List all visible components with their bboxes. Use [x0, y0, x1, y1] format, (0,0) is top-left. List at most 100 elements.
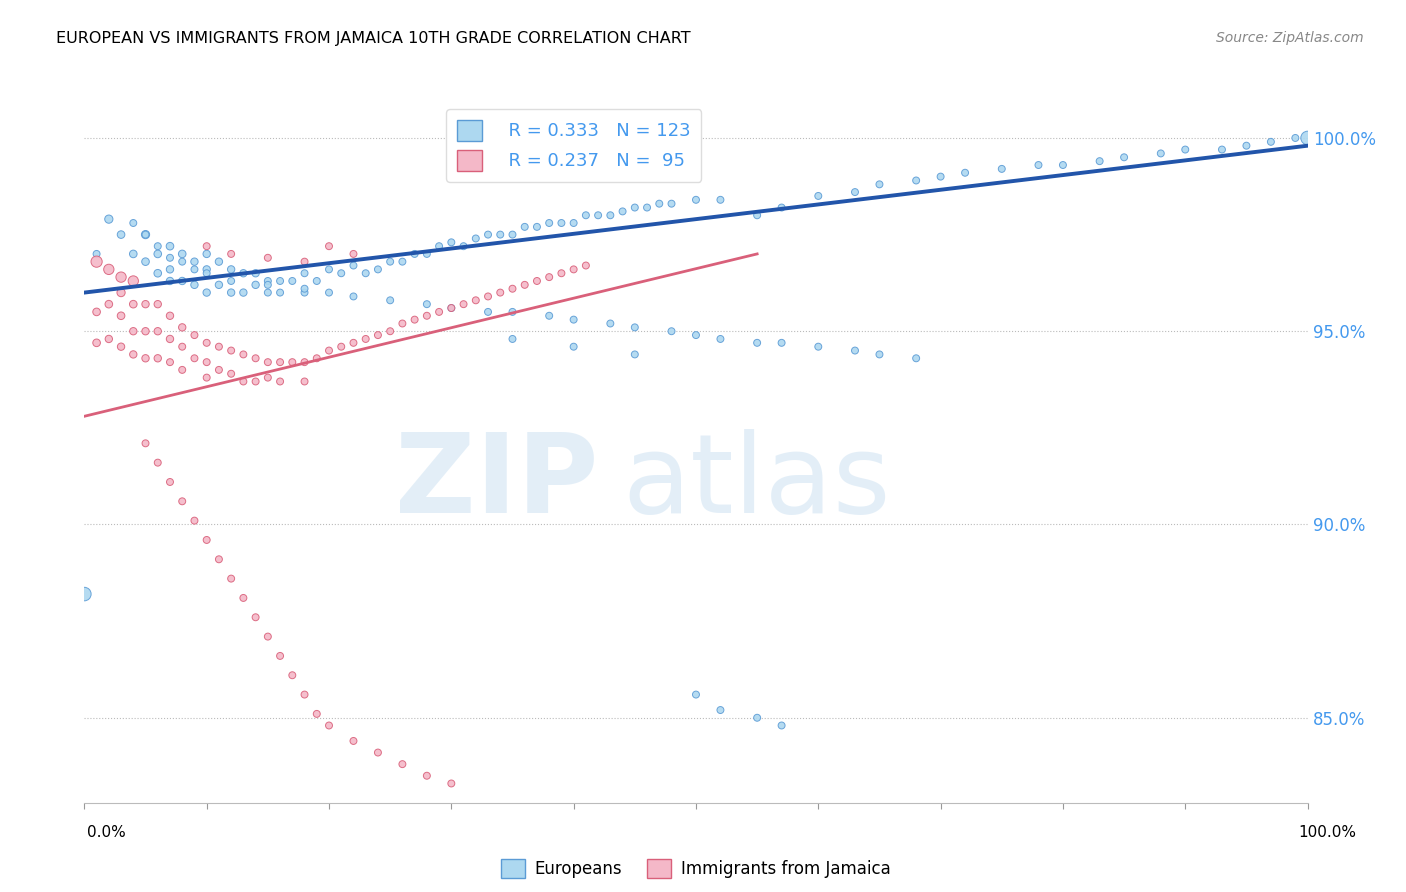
Text: ZIP: ZIP [395, 429, 598, 536]
Point [208, 340, 231, 354]
Point [453, 239, 475, 253]
Point [502, 332, 524, 346]
Point [172, 363, 194, 377]
Point [172, 254, 194, 268]
Point [208, 254, 231, 268]
Point [208, 277, 231, 292]
Point [538, 216, 561, 230]
Point [245, 266, 267, 280]
Point [1260, 135, 1282, 149]
Point [195, 262, 218, 277]
Point [294, 375, 316, 389]
Point [685, 193, 707, 207]
Point [245, 375, 267, 389]
Point [86, 335, 108, 350]
Point [586, 208, 609, 222]
Point [73, 587, 96, 601]
Point [172, 320, 194, 334]
Point [550, 216, 572, 230]
Point [195, 247, 218, 261]
Point [354, 266, 377, 280]
Point [1052, 158, 1074, 172]
Point [159, 239, 181, 253]
Point [342, 734, 364, 748]
Point [648, 196, 671, 211]
Point [183, 277, 205, 292]
Point [404, 312, 426, 326]
Point [477, 305, 499, 319]
Point [135, 227, 157, 242]
Point [869, 178, 891, 192]
Point [747, 335, 769, 350]
Point [513, 219, 536, 234]
Point [747, 208, 769, 222]
Point [305, 274, 328, 288]
Point [367, 746, 389, 760]
Point [232, 266, 254, 280]
Point [183, 262, 205, 277]
Point [770, 718, 793, 732]
Point [869, 347, 891, 361]
Point [1088, 154, 1111, 169]
Point [318, 343, 340, 358]
Point [305, 706, 328, 721]
Point [404, 247, 426, 261]
Point [624, 320, 647, 334]
Point [502, 227, 524, 242]
Point [1284, 131, 1306, 145]
Point [391, 317, 413, 331]
Point [159, 332, 181, 346]
Point [661, 324, 683, 338]
Point [464, 231, 486, 245]
Point [709, 193, 731, 207]
Point [770, 201, 793, 215]
Point [172, 340, 194, 354]
Point [97, 332, 120, 346]
Point [1028, 158, 1050, 172]
Point [953, 166, 976, 180]
Point [709, 703, 731, 717]
Point [122, 216, 145, 230]
Point [991, 161, 1014, 176]
Point [538, 270, 561, 285]
Point [219, 343, 242, 358]
Point [380, 324, 402, 338]
Point [330, 340, 353, 354]
Point [502, 282, 524, 296]
Point [146, 351, 169, 366]
Point [257, 277, 280, 292]
Y-axis label: 10th Grade: 10th Grade [0, 408, 8, 502]
Point [257, 251, 280, 265]
Point [502, 305, 524, 319]
Point [146, 456, 169, 470]
Point [86, 247, 108, 261]
Point [354, 332, 377, 346]
Point [562, 340, 585, 354]
Point [747, 711, 769, 725]
Point [464, 293, 486, 308]
Point [269, 648, 291, 663]
Point [281, 355, 304, 369]
Point [807, 340, 830, 354]
Point [380, 254, 402, 268]
Point [257, 355, 280, 369]
Point [219, 247, 242, 261]
Point [219, 262, 242, 277]
Point [146, 239, 169, 253]
Point [318, 239, 340, 253]
Point [427, 239, 450, 253]
Point [709, 332, 731, 346]
Point [135, 436, 157, 450]
Point [905, 173, 928, 187]
Point [624, 347, 647, 361]
Point [342, 289, 364, 303]
Point [110, 309, 132, 323]
Point [257, 630, 280, 644]
Point [416, 309, 439, 323]
Point [844, 185, 866, 199]
Point [172, 494, 194, 508]
Point [1236, 138, 1258, 153]
Point [159, 355, 181, 369]
Point [929, 169, 952, 184]
Point [195, 335, 218, 350]
